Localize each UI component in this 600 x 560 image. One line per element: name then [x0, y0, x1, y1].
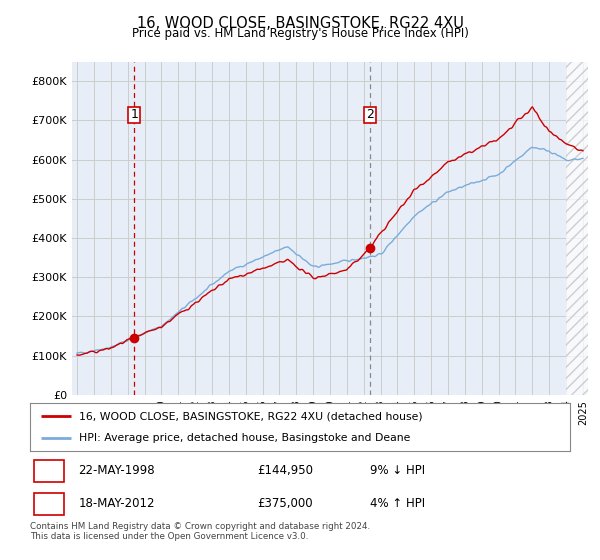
Text: 2: 2: [366, 109, 374, 122]
FancyBboxPatch shape: [128, 107, 140, 123]
Text: £144,950: £144,950: [257, 464, 313, 478]
Text: 18-MAY-2012: 18-MAY-2012: [79, 497, 155, 510]
Text: 4% ↑ HPI: 4% ↑ HPI: [370, 497, 425, 510]
Text: Contains HM Land Registry data © Crown copyright and database right 2024.
This d: Contains HM Land Registry data © Crown c…: [30, 522, 370, 542]
Text: HPI: Average price, detached house, Basingstoke and Deane: HPI: Average price, detached house, Basi…: [79, 433, 410, 443]
Text: 16, WOOD CLOSE, BASINGSTOKE, RG22 4XU (detached house): 16, WOOD CLOSE, BASINGSTOKE, RG22 4XU (d…: [79, 411, 422, 421]
FancyBboxPatch shape: [34, 493, 64, 515]
Text: 16, WOOD CLOSE, BASINGSTOKE, RG22 4XU: 16, WOOD CLOSE, BASINGSTOKE, RG22 4XU: [137, 16, 463, 31]
Text: 2: 2: [45, 497, 53, 510]
Text: 1: 1: [45, 464, 53, 478]
Text: £375,000: £375,000: [257, 497, 313, 510]
Text: 1: 1: [130, 109, 138, 122]
FancyBboxPatch shape: [364, 107, 376, 123]
Text: Price paid vs. HM Land Registry's House Price Index (HPI): Price paid vs. HM Land Registry's House …: [131, 27, 469, 40]
Text: 22-MAY-1998: 22-MAY-1998: [79, 464, 155, 478]
Text: 9% ↓ HPI: 9% ↓ HPI: [370, 464, 425, 478]
FancyBboxPatch shape: [34, 460, 64, 482]
